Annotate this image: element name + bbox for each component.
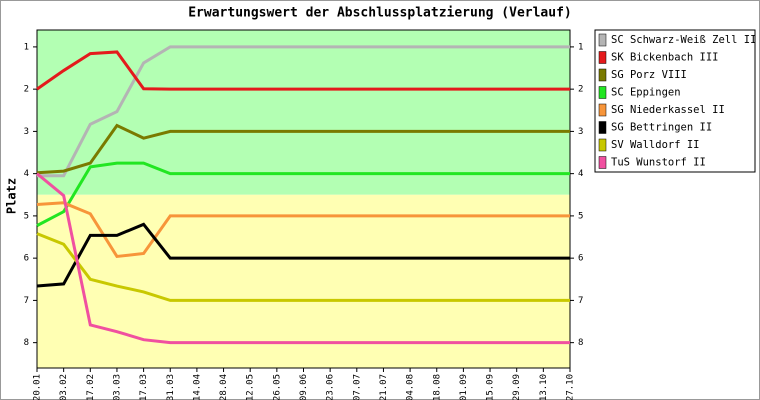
legend-label: SC Eppingen <box>611 87 681 99</box>
series-line <box>37 45 570 178</box>
chart-title: Erwartungswert der Abschlussplatzierung … <box>188 6 572 21</box>
x-tick-label: 27.10 <box>566 374 576 400</box>
y-tick-label: 2 <box>24 85 29 95</box>
legend-label: SK Bickenbach III <box>611 52 718 64</box>
x-tick-label: 17.03 <box>139 374 149 400</box>
y2-tick-label: 7 <box>578 296 583 306</box>
x-tick-label: 07.07 <box>352 374 362 400</box>
legend-swatch <box>598 51 607 64</box>
legend-label: SC Schwarz-Weiß Zell II <box>611 34 756 46</box>
legend-swatch <box>598 103 607 117</box>
x-tick-label: 03.03 <box>112 374 122 400</box>
legend-swatch <box>598 156 607 169</box>
series-line <box>36 123 570 175</box>
x-tick-label: 29.09 <box>512 374 522 400</box>
y2-tick-label: 2 <box>578 85 583 95</box>
legend-label: SG Niederkassel II <box>611 104 725 116</box>
legend-label: SV Walldorf II <box>611 139 700 151</box>
series-line <box>36 172 570 345</box>
y-tick-label: 1 <box>24 42 29 52</box>
x-tick-label: 09.06 <box>299 374 309 400</box>
x-tick-label: 23.06 <box>326 374 336 400</box>
y2-tick-label: 5 <box>578 211 583 221</box>
y-tick-label: 4 <box>24 169 29 179</box>
legend-swatch <box>598 68 607 82</box>
y2-tick-label: 8 <box>578 338 583 348</box>
y2-tick-label: 1 <box>578 42 583 52</box>
legend-swatch <box>598 86 607 99</box>
y-tick-label: 6 <box>24 254 29 264</box>
y-axis-label: Platz <box>5 178 19 214</box>
x-tick-label: 28.04 <box>219 374 229 400</box>
x-tick-label: 26.05 <box>272 374 282 400</box>
legend-label: TuS Wunstorf II <box>611 157 706 169</box>
y-tick-label: 8 <box>24 338 29 348</box>
series-line <box>36 222 570 288</box>
y2-tick-label: 3 <box>578 127 583 137</box>
x-tick-label: 01.09 <box>459 374 469 400</box>
legend-swatch <box>598 33 607 47</box>
legend-swatch <box>598 138 607 152</box>
x-tick-label: 20.01 <box>33 374 43 400</box>
y-tick-label: 3 <box>24 127 29 137</box>
zone <box>37 30 570 195</box>
series-line <box>36 50 570 91</box>
x-tick-label: 17.02 <box>86 374 96 400</box>
legend-label: SG Bettringen II <box>611 122 712 134</box>
series-line <box>36 232 570 302</box>
y2-tick-label: 4 <box>578 169 583 179</box>
legend-box <box>594 29 756 173</box>
x-tick-label: 15.09 <box>486 374 496 400</box>
series-line <box>36 161 570 227</box>
x-tick-label: 12.05 <box>246 374 256 400</box>
zone <box>37 194 570 368</box>
x-tick-label: 31.03 <box>166 374 176 400</box>
x-tick-label: 04.08 <box>406 374 416 400</box>
legend-swatch <box>598 121 607 134</box>
legend-label: SG Porz VIII <box>611 69 687 81</box>
x-tick-label: 14.04 <box>192 374 202 400</box>
series-line <box>36 201 570 259</box>
x-tick-label: 13.10 <box>539 374 549 400</box>
x-tick-label: 21.07 <box>379 374 389 400</box>
y-tick-label: 5 <box>24 211 29 221</box>
x-tick-label: 18.08 <box>432 374 442 400</box>
y-tick-label: 7 <box>24 296 29 306</box>
y2-tick-label: 6 <box>578 254 583 264</box>
x-tick-label: 03.02 <box>59 374 69 400</box>
